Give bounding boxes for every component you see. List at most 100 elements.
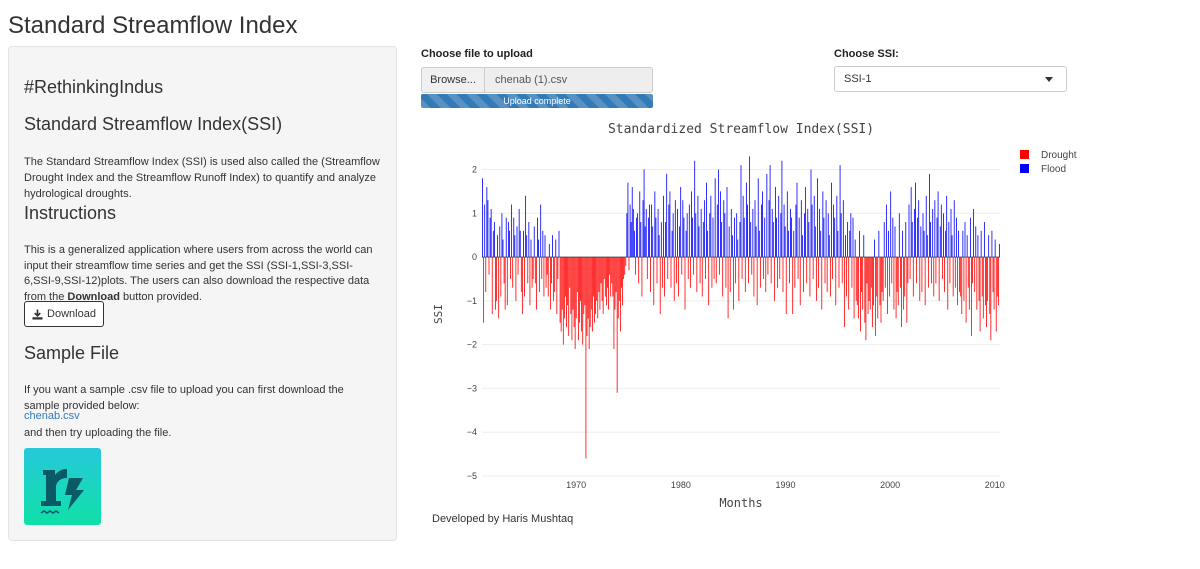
drought-bar — [881, 257, 883, 293]
flood-bar — [533, 226, 535, 258]
flood-bar — [542, 230, 544, 258]
drought-bar — [916, 257, 917, 284]
flood-bar — [966, 235, 968, 258]
drought-bar — [959, 257, 961, 293]
drought-bar — [566, 257, 567, 328]
drought-bar — [751, 257, 753, 275]
ssi-description: The Standard Streamflow Index (SSI) is u… — [24, 156, 380, 200]
flood-bar — [762, 191, 763, 258]
drought-bar — [989, 257, 991, 314]
drought-bar — [601, 257, 603, 301]
drought-bar — [738, 257, 740, 301]
flood-bar — [519, 230, 521, 258]
flood-bar — [977, 235, 979, 258]
drought-bar — [675, 257, 677, 284]
flood-bar — [737, 239, 739, 258]
drought-bar — [589, 257, 591, 328]
drought-bar — [809, 257, 811, 297]
drought-bar — [963, 257, 965, 301]
browse-button[interactable]: Browse... — [421, 67, 485, 93]
flood-bar — [677, 208, 678, 258]
drought-bar — [876, 257, 878, 297]
drought-bar — [763, 257, 765, 279]
download-button[interactable]: Download — [24, 301, 104, 327]
drought-bar — [588, 257, 590, 350]
drought-bar — [618, 257, 620, 301]
flood-bar — [836, 195, 838, 258]
flood-bar — [892, 217, 894, 258]
drought-bar — [515, 257, 517, 301]
flood-bar — [850, 213, 852, 258]
flood-bar — [780, 213, 782, 258]
drought-bar — [965, 257, 967, 323]
flood-bar — [721, 222, 723, 258]
drought-bar — [990, 257, 992, 341]
drought-bar — [897, 257, 899, 306]
flood-bar — [728, 226, 730, 258]
drought-bar — [961, 257, 963, 314]
drought-bar — [725, 257, 727, 288]
flood-bar — [766, 173, 768, 258]
drought-bar — [864, 257, 866, 323]
file-name-field[interactable]: chenab (1).csv — [485, 67, 653, 93]
flood-bar — [537, 217, 538, 258]
flood-bar — [709, 213, 711, 258]
flood-bar — [668, 204, 670, 258]
drought-bar — [799, 257, 801, 306]
drought-bar — [597, 257, 599, 319]
x-tick-label: 1990 — [775, 480, 795, 490]
drought-bar — [931, 257, 933, 284]
flood-bar — [874, 239, 875, 258]
drought-bar — [573, 257, 575, 328]
flood-bar — [973, 208, 975, 258]
drought-bar — [608, 257, 609, 310]
flood-bar — [695, 213, 697, 258]
flood-bar — [538, 239, 539, 258]
drought-bar — [529, 257, 531, 306]
instructions-text: This is a generalized application where … — [24, 243, 382, 305]
drought-bar — [797, 257, 799, 279]
sidebar-panel: #RethinkingIndus Standard Streamflow Ind… — [8, 46, 397, 541]
footer-credit: Developed by Haris Mushtaq — [432, 513, 574, 525]
flood-bar — [822, 191, 824, 258]
drought-bar — [549, 257, 551, 310]
flood-bar — [833, 204, 835, 258]
flood-bar — [911, 222, 913, 258]
flood-bar — [885, 204, 887, 258]
drought-bar — [722, 257, 724, 297]
drought-bar — [792, 257, 794, 314]
sample-file-link[interactable]: chenab.csv — [24, 410, 80, 422]
upload-progress-bar: Upload complete — [421, 94, 653, 108]
rethinking-indus-logo — [24, 448, 101, 525]
flood-bar — [497, 235, 499, 258]
flood-bar — [946, 195, 948, 258]
flood-bar — [511, 204, 513, 258]
flood-bar — [902, 230, 903, 258]
drought-bar — [504, 257, 506, 310]
flood-bar — [665, 222, 667, 258]
drought-bar — [512, 257, 514, 288]
drought-bar — [789, 257, 790, 284]
drought-bar — [818, 257, 819, 288]
flood-bar — [922, 213, 924, 258]
drought-bar — [583, 257, 585, 314]
flood-bar — [710, 195, 712, 258]
drought-bar — [773, 257, 775, 301]
drought-bar — [719, 257, 720, 275]
flood-bar — [509, 230, 510, 258]
flood-bar — [923, 230, 925, 258]
drought-bar — [547, 257, 549, 297]
flood-bar — [487, 200, 489, 258]
flood-bar — [934, 200, 936, 258]
ssi-select-dropdown[interactable]: SSI-1 — [834, 66, 1067, 92]
flood-bar — [743, 217, 745, 258]
drought-bar — [616, 257, 618, 393]
flood-bar — [526, 235, 528, 258]
flood-bar — [525, 195, 527, 258]
flood-bar — [558, 230, 560, 258]
drought-bar — [598, 257, 600, 293]
flood-bar — [505, 217, 507, 258]
drought-bar — [535, 257, 537, 310]
drought-bar — [893, 257, 895, 310]
drought-bar — [986, 257, 987, 328]
